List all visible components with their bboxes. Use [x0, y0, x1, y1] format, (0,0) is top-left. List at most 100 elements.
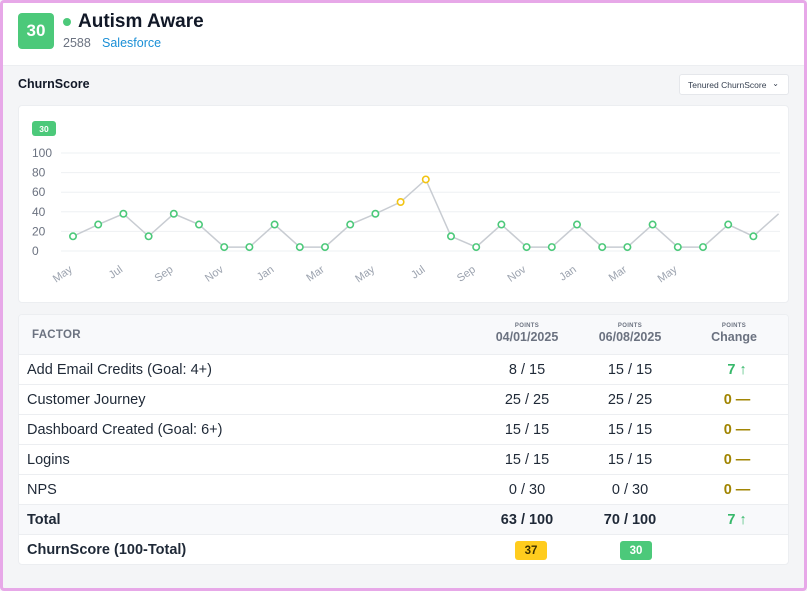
points-date-1: 25 / 25: [504, 392, 550, 408]
x-tick-label: Sep: [455, 264, 478, 285]
table-row: Dashboard Created (Goal: 6+) 15 / 15 15 …: [19, 415, 788, 445]
col-header-label-3: Change: [711, 330, 757, 344]
data-point: [421, 175, 430, 184]
x-tick-label: Mar: [304, 263, 327, 284]
data-point: [623, 243, 632, 252]
data-point: [169, 209, 178, 218]
account-header: 30 Autism Aware 2588 Salesforce: [3, 3, 804, 66]
total-date-1: 63 / 100: [500, 512, 554, 528]
x-tick-label: Sep: [153, 264, 176, 285]
points-date-1: 8 / 15: [508, 362, 546, 378]
data-point: [472, 243, 481, 252]
total-label: Total: [27, 512, 61, 528]
data-point: [572, 220, 581, 229]
data-point: [94, 220, 103, 229]
points-date-2: 15 / 15: [607, 362, 653, 378]
data-point: [144, 232, 153, 241]
factor-name: Dashboard Created (Goal: 6+): [27, 422, 223, 438]
col-header-small-1: POINTS: [514, 323, 540, 329]
col-header-date-1[interactable]: POINTS 04/01/2025: [472, 323, 582, 344]
total-change: 7 ↑: [727, 512, 747, 528]
table-header: FACTOR POINTS 04/01/2025 POINTS 06/08/20…: [19, 315, 788, 355]
points-date-2: 0 / 30: [611, 482, 649, 498]
chart-score-badge: [32, 121, 56, 136]
data-point: [320, 243, 329, 252]
y-tick-label: 0: [32, 244, 39, 258]
churnscore-row: ChurnScore (100-Total) 37 30: [19, 535, 788, 564]
total-date-2: 70 / 100: [603, 512, 657, 528]
data-point: [396, 198, 405, 207]
data-point: [295, 243, 304, 252]
data-point: [270, 220, 279, 229]
col-header-date-2[interactable]: POINTS 06/08/2025: [575, 323, 685, 344]
points-change: 0 —: [723, 452, 751, 468]
data-point: [648, 220, 657, 229]
points-change: 0 —: [723, 392, 751, 408]
points-date-2: 15 / 15: [607, 452, 653, 468]
data-point: [522, 243, 531, 252]
y-tick-label: 20: [32, 224, 46, 238]
points-date-1: 15 / 15: [504, 422, 550, 438]
x-tick-label: May: [656, 263, 680, 285]
x-tick-label: Jan: [255, 264, 276, 284]
chart-canvas: 30 100 80 60 40 20 0 May Jul Sep Nov Jan Mar May Jul Se…: [32, 121, 780, 285]
col-header-factor: FACTOR: [32, 329, 81, 341]
points-date-2: 15 / 15: [607, 422, 653, 438]
select-value: Tenured ChurnScore: [688, 79, 767, 90]
x-tick-label: May: [51, 263, 75, 285]
data-point: [245, 243, 254, 252]
data-point: [371, 209, 380, 218]
churn-score-badge: 30: [18, 13, 54, 49]
points-date-2: 25 / 25: [607, 392, 653, 408]
churnscore-label: ChurnScore (100-Total): [27, 542, 187, 558]
data-point: [749, 232, 758, 241]
churnscore-date-2-badge: 30: [620, 541, 652, 560]
data-point: [346, 220, 355, 229]
points-date-1: 0 / 30: [508, 482, 546, 498]
data-point: [598, 243, 607, 252]
data-point: [497, 220, 506, 229]
col-header-change[interactable]: POINTS Change: [679, 323, 788, 344]
col-header-small-3: POINTS: [721, 323, 747, 329]
x-tick-label: Jul: [107, 264, 125, 282]
col-header-small-2: POINTS: [617, 323, 643, 329]
data-point: [446, 232, 455, 241]
section-title: ChurnScore: [18, 77, 90, 91]
churnscore-type-select[interactable]: Tenured ChurnScore ⌄: [679, 74, 789, 95]
factor-name: Add Email Credits (Goal: 4+): [27, 362, 212, 378]
data-point: [119, 209, 128, 218]
x-tick-label: May: [353, 263, 377, 285]
churnscore-chart: 30 100 80 60 40 20 0 May Jul Sep Nov Jan Mar May Jul Se…: [18, 105, 789, 303]
factor-name: Customer Journey: [27, 392, 146, 408]
data-point: [724, 220, 733, 229]
table-row: Customer Journey 25 / 25 25 / 25 0 —: [19, 385, 788, 415]
y-tick-label: 60: [32, 185, 46, 199]
factor-name: Logins: [27, 452, 70, 468]
x-tick-label: Nov: [505, 263, 528, 284]
col-header-label-1: 04/01/2025: [495, 330, 559, 344]
table-row: Add Email Credits (Goal: 4+) 8 / 15 15 /…: [19, 355, 788, 385]
points-date-1: 15 / 15: [504, 452, 550, 468]
series-line: [72, 178, 780, 248]
y-tick-label: 40: [32, 205, 46, 219]
factor-table: FACTOR POINTS 04/01/2025 POINTS 06/08/20…: [18, 314, 789, 565]
points-change: 0 —: [723, 422, 751, 438]
points-change: 0 —: [723, 482, 751, 498]
x-tick-label: Jan: [557, 264, 578, 284]
points-change: 7 ↑: [727, 362, 747, 378]
data-point: [698, 243, 707, 252]
x-tick-label: Nov: [203, 263, 226, 284]
data-point: [673, 243, 682, 252]
x-tick-label: Mar: [607, 263, 630, 284]
account-id: 2588: [63, 36, 91, 50]
data-point: [220, 243, 229, 252]
data-point: [68, 232, 77, 241]
col-header-label-2: 06/08/2025: [598, 330, 662, 344]
y-tick-label: 80: [32, 166, 46, 180]
churnscore-date-1-badge: 37: [515, 541, 547, 560]
y-tick-label: 100: [32, 146, 52, 160]
salesforce-link[interactable]: Salesforce: [102, 36, 162, 50]
x-tick-label: Jul: [409, 264, 427, 282]
chart-score-badge-label: 30: [39, 124, 49, 134]
